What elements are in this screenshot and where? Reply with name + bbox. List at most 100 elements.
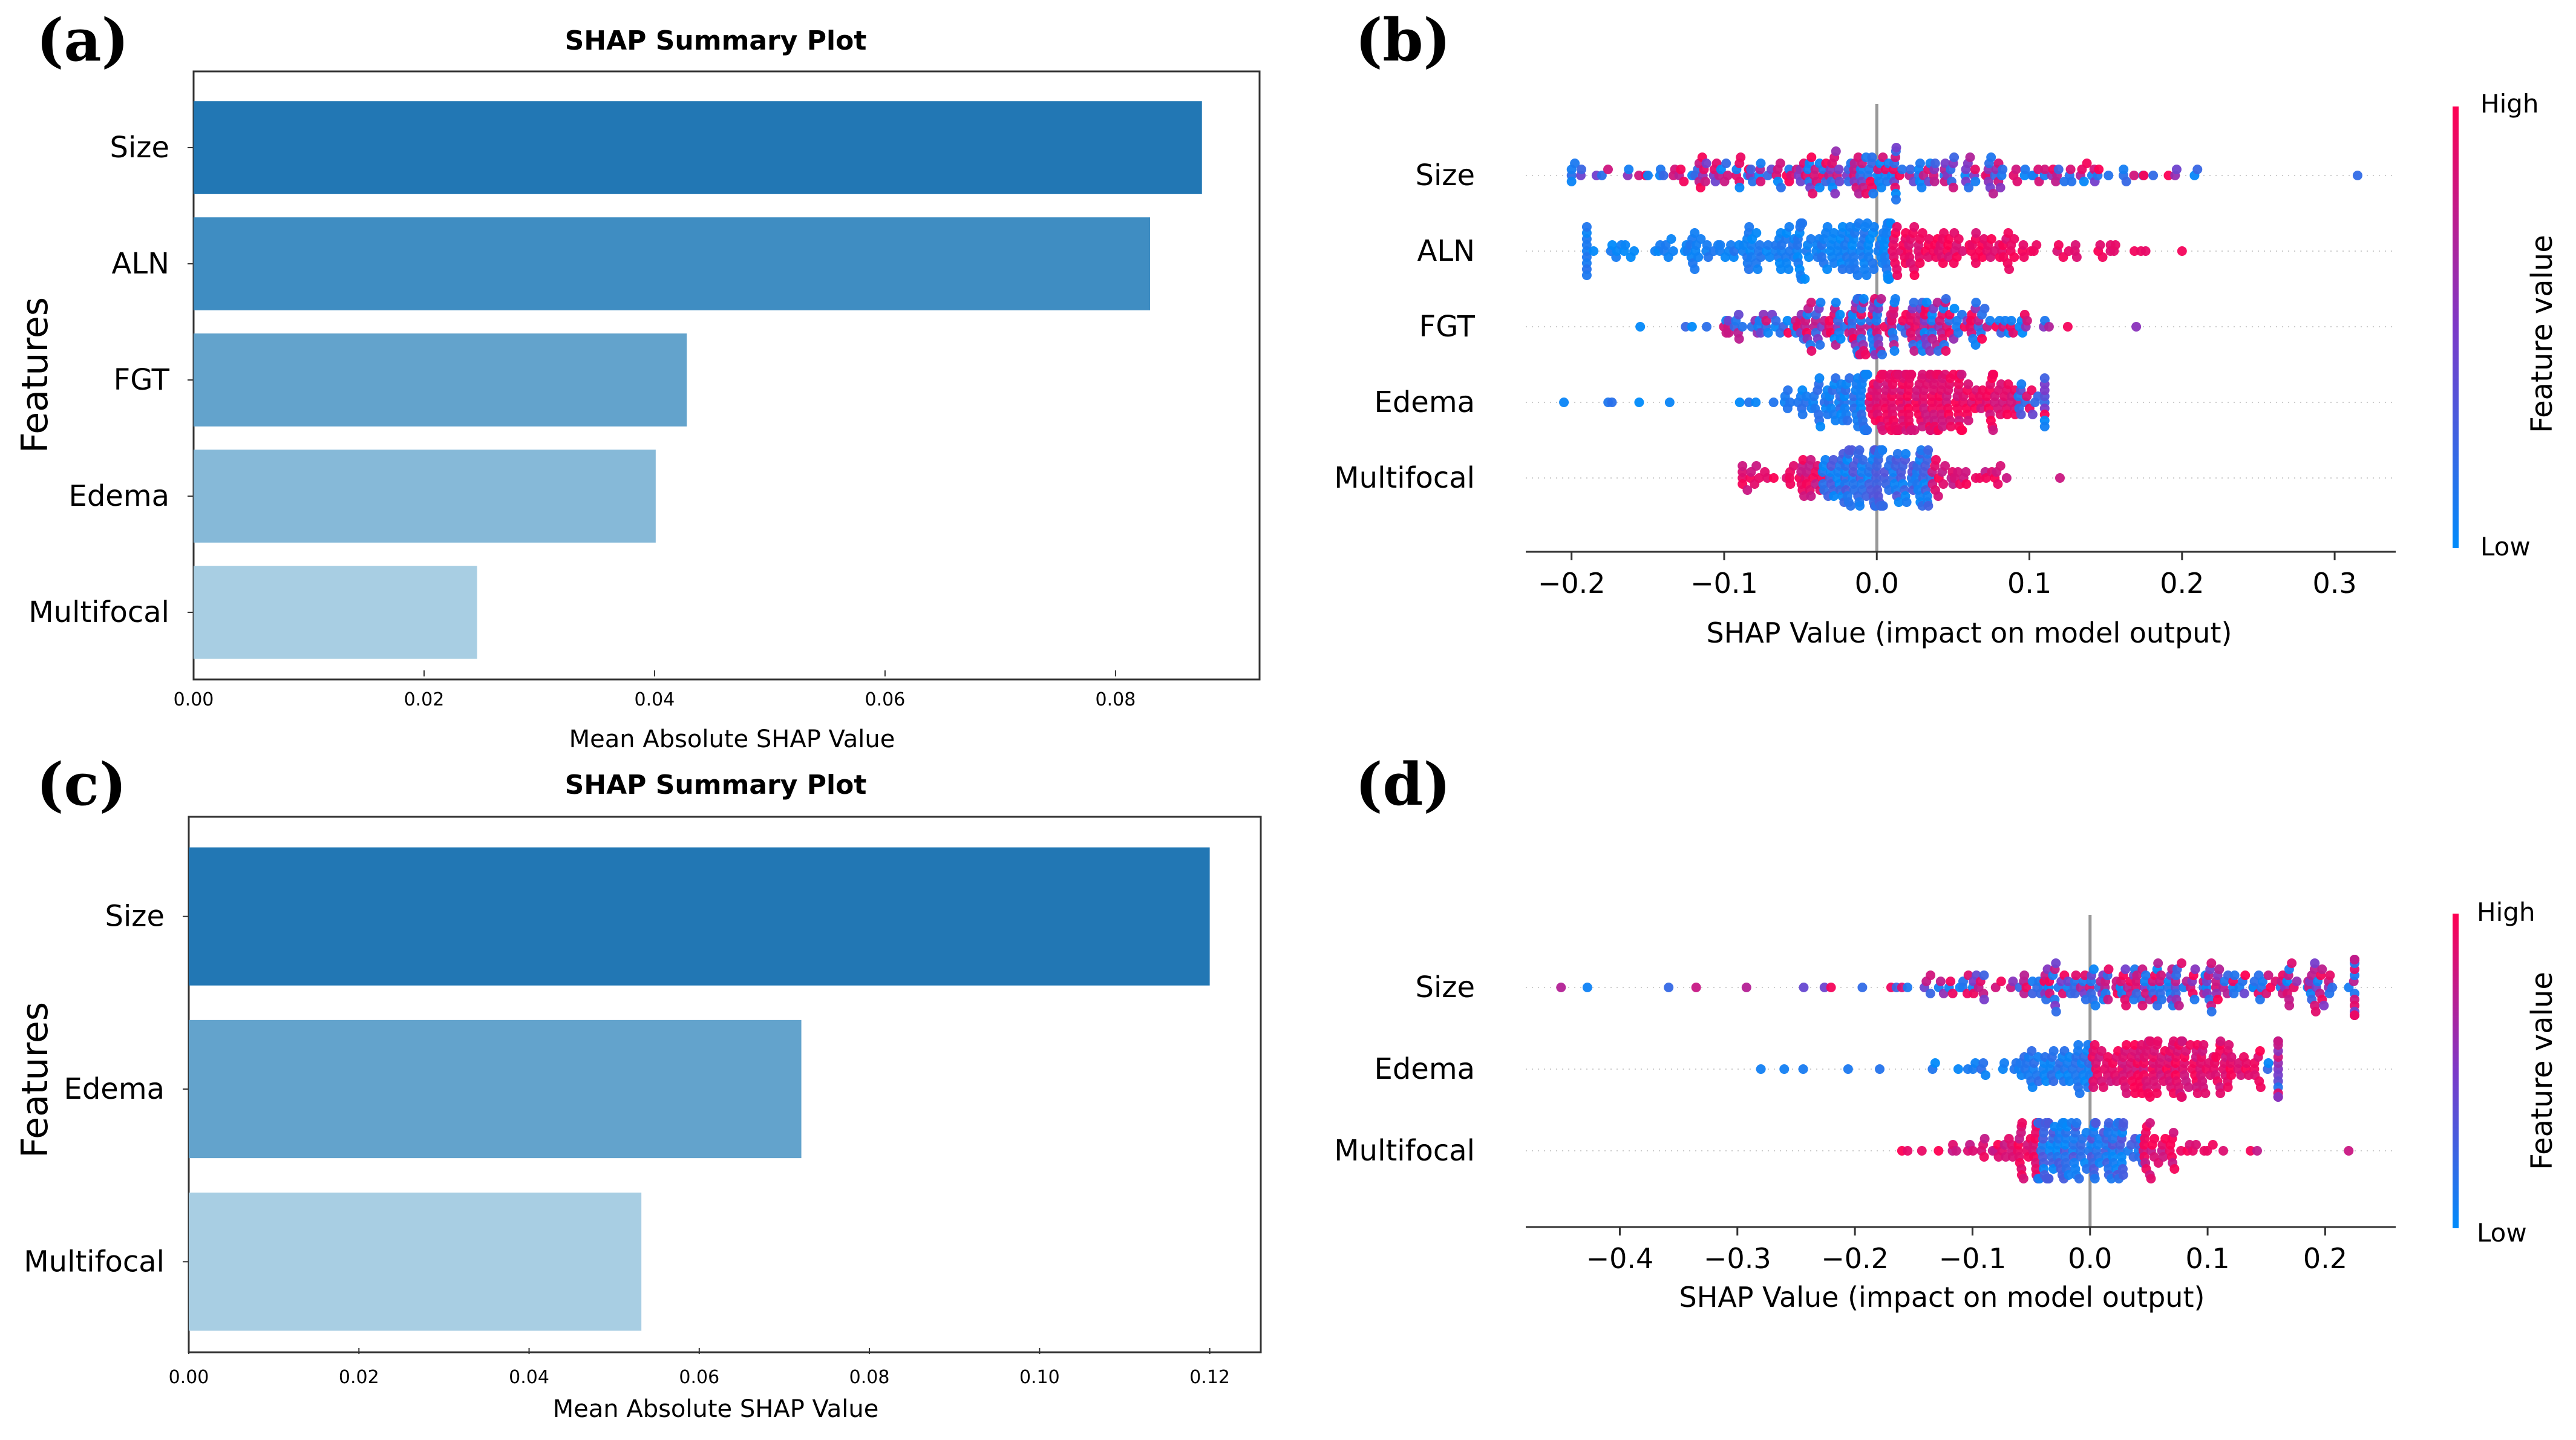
point-b-fgt <box>1737 322 1748 332</box>
x-tick-label: 0.08 <box>849 1367 890 1388</box>
point-b-multifocal <box>1995 461 2006 471</box>
point-b-aln <box>1958 246 1968 256</box>
y-tick-label-multifocal: Multifocal <box>1334 461 1475 495</box>
x-tick-label: 0.0 <box>2068 1242 2112 1275</box>
point-b-size <box>1948 183 1958 192</box>
point-b-edema <box>1664 398 1675 407</box>
point-b-aln <box>1702 240 1712 250</box>
point-d-size <box>2310 1007 2321 1016</box>
point-b-size <box>2094 165 2104 174</box>
point-d-size <box>2071 970 2081 980</box>
point-b-size <box>2082 159 2092 168</box>
point-b-aln <box>2019 252 2029 262</box>
point-d-size <box>2206 958 2217 968</box>
point-b-size <box>1915 159 1925 168</box>
point-b-multifocal <box>1931 455 1941 465</box>
bar-c-size <box>189 847 1210 986</box>
point-b-aln <box>1803 252 1814 262</box>
point-d-multifocal <box>2344 1146 2354 1156</box>
point-d-size <box>2104 964 2114 974</box>
point-d-multifocal <box>2169 1164 2180 1174</box>
colorbar-high-label-d: High <box>2477 897 2535 927</box>
point-b-aln <box>1971 228 1981 238</box>
point-b-size <box>1756 159 1766 168</box>
point-b-fgt <box>1701 322 1711 332</box>
point-b-aln <box>1869 264 1879 274</box>
point-d-edema <box>2255 1082 2266 1092</box>
point-b-edema <box>1996 379 2006 389</box>
point-b-aln <box>1822 264 1832 274</box>
point-b-fgt <box>2006 316 2016 326</box>
point-d-size <box>2206 1007 2217 1016</box>
colorbar-title-b: Feature value <box>2525 235 2559 433</box>
point-b-size <box>1995 183 2006 192</box>
point-b-size <box>2012 177 2022 186</box>
bar-c-multifocal <box>189 1193 642 1331</box>
point-b-size <box>2020 165 2030 174</box>
y-tick-label-edema: Edema <box>1375 385 1476 419</box>
y-tick-label-aln: ALN <box>1417 234 1475 268</box>
point-b-aln <box>2071 252 2082 262</box>
point-d-size <box>2063 977 2073 986</box>
colorbar-title-d: Feature value <box>2525 972 2559 1170</box>
point-b-size <box>1658 171 1669 180</box>
point-b-edema <box>1957 425 1967 435</box>
point-b-edema <box>1802 391 1812 401</box>
point-b-multifocal <box>1901 497 1912 507</box>
point-d-size <box>2120 964 2131 974</box>
point-b-multifocal <box>1993 479 2003 489</box>
point-d-multifocal <box>2218 1146 2229 1156</box>
point-b-multifocal <box>1829 491 1839 501</box>
point-b-multifocal <box>1877 445 1888 455</box>
point-b-size <box>2011 165 2021 174</box>
panel-letter-a: (a) <box>36 6 129 74</box>
point-b-edema <box>1917 422 1927 431</box>
point-b-size <box>1970 165 1980 174</box>
point-b-fgt <box>1909 298 1919 307</box>
point-b-fgt <box>1723 316 1733 326</box>
point-b-aln <box>1892 270 1903 280</box>
panel-letter-d: (d) <box>1355 750 1451 819</box>
y-tick-label-aln: ALN <box>112 247 169 281</box>
point-b-aln <box>2140 246 2151 256</box>
point-b-aln <box>2070 240 2081 250</box>
point-b-aln <box>1744 264 1754 274</box>
point-b-multifocal <box>1894 497 1904 507</box>
point-b-multifocal <box>1754 473 1764 483</box>
point-d-edema <box>2130 1088 2140 1098</box>
point-b-fgt <box>1970 340 1981 350</box>
point-b-aln <box>1862 270 1872 280</box>
point-b-aln <box>1852 270 1863 280</box>
chart-title-a: SHAP Summary Plot <box>565 25 867 56</box>
point-b-multifocal <box>1981 473 1992 483</box>
point-b-aln <box>1829 228 1839 238</box>
point-b-aln <box>1797 218 1808 228</box>
point-d-edema <box>1999 1058 2010 1068</box>
point-d-edema <box>2048 1046 2059 1056</box>
point-b-size <box>2171 165 2182 174</box>
x-tick-label: 0.06 <box>679 1367 719 1388</box>
point-d-size <box>1946 977 1956 986</box>
point-b-edema <box>1988 425 1998 435</box>
point-b-aln <box>1909 222 1920 232</box>
point-d-multifocal <box>2145 1118 2155 1128</box>
point-b-edema <box>2033 391 2043 401</box>
point-b-multifocal <box>1846 501 1856 511</box>
point-b-fgt <box>1977 334 1987 344</box>
point-b-fgt <box>1890 294 1900 304</box>
point-b-size <box>1949 152 1960 162</box>
y-tick-label-fgt: FGT <box>114 363 170 397</box>
point-b-aln <box>1915 258 1925 268</box>
point-b-multifocal <box>2001 473 2012 483</box>
point-b-fgt <box>1877 350 1888 359</box>
x-tick-label: 0.1 <box>2186 1242 2230 1275</box>
point-b-fgt <box>1635 322 1646 332</box>
point-b-edema <box>1768 398 1779 407</box>
x-tick-label: 0.2 <box>2303 1242 2347 1275</box>
point-b-fgt <box>1763 328 1773 338</box>
point-b-fgt <box>2008 328 2018 338</box>
point-b-aln <box>1953 234 1964 244</box>
x-axis-label-d: SHAP Value (impact on model output) <box>1679 1281 2205 1314</box>
point-b-fgt <box>1971 298 1981 307</box>
